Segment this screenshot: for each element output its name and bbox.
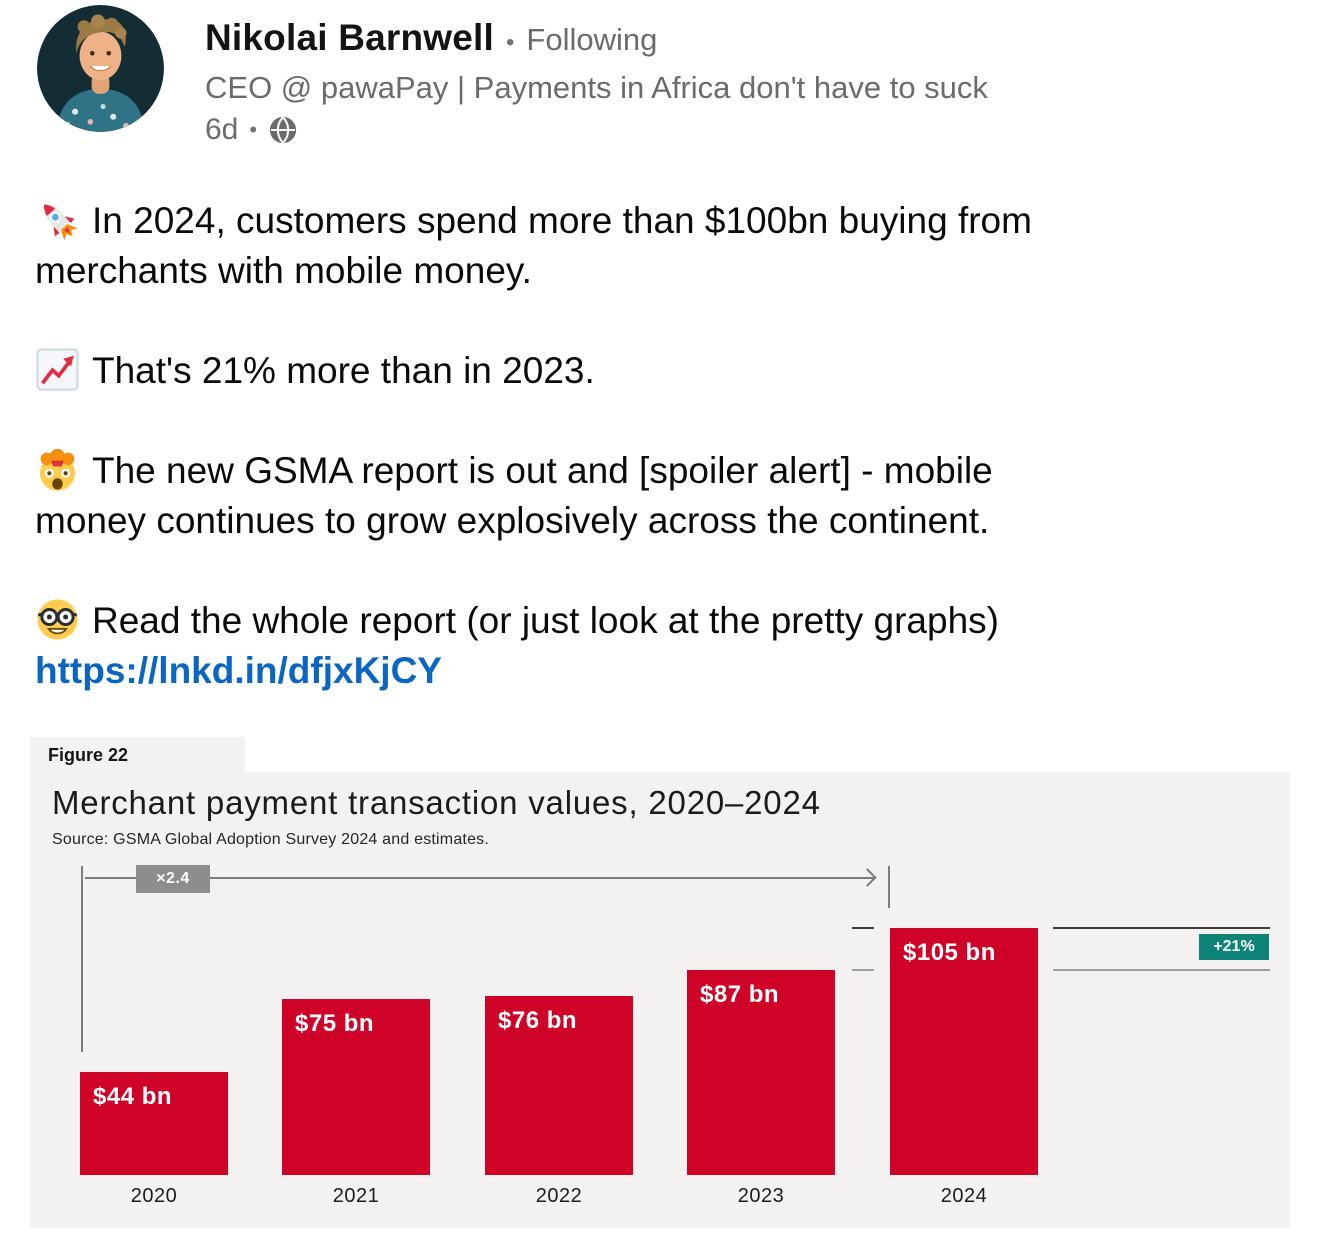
bar-2023: $87 bn — [687, 970, 835, 1175]
figure-panel[interactable]: Merchant payment transaction values, 202… — [30, 772, 1290, 1227]
figure-tab: Figure 22 — [30, 737, 245, 773]
post-paragraph: The new GSMA report is out and [spoiler … — [35, 446, 1275, 546]
post-text: merchants with mobile money. — [35, 250, 532, 291]
arrow-right-icon — [858, 868, 877, 887]
avatar-photo — [37, 5, 164, 132]
post-text: The new GSMA report is out and [spoiler … — [92, 450, 993, 491]
author-headline: CEO @ pawaPay | Payments in Africa don't… — [205, 70, 988, 105]
bar-value-label: $44 bn — [93, 1083, 173, 1110]
bar-2020: $44 bn — [80, 1072, 228, 1175]
post-body: In 2024, customers spend more than $100b… — [35, 196, 1275, 746]
x-axis-label-2023: 2023 — [737, 1185, 785, 1207]
post-text: That's 21% more than in 2023. — [92, 350, 595, 391]
growth-badge: +21% — [1199, 934, 1269, 960]
globe-icon — [268, 115, 298, 145]
growth-bracket-left-line — [81, 866, 83, 1052]
following-button[interactable]: Following — [526, 22, 658, 57]
dot-separator: • — [506, 29, 515, 56]
avatar[interactable] — [37, 5, 164, 132]
chart-title: Merchant payment transaction values, 202… — [52, 784, 821, 821]
x-axis-label-2024: 2024 — [940, 1185, 988, 1207]
post-paragraph: That's 21% more than in 2023. — [35, 346, 1275, 396]
bar-2021: $75 bn — [282, 999, 430, 1175]
post-meta: 6d • — [205, 113, 298, 147]
exploding-head-emoji — [35, 447, 80, 492]
x-axis-label-2022: 2022 — [535, 1185, 583, 1207]
nerd-face-emoji — [35, 597, 80, 642]
delta-line-2024-level — [1053, 927, 1270, 929]
growth-bracket-right-tick — [888, 866, 890, 908]
bar-value-label: $87 bn — [700, 981, 780, 1008]
bar-value-label: $75 bn — [295, 1010, 375, 1037]
post-author-row: Nikolai Barnwell • Following — [205, 17, 657, 59]
author-name[interactable]: Nikolai Barnwell — [205, 17, 495, 58]
delta-dash-2023-level — [852, 969, 874, 971]
multiplier-annotation: ×2.4 — [136, 865, 210, 893]
x-axis-label-2020: 2020 — [130, 1185, 178, 1207]
delta-line-2023-level — [1053, 969, 1270, 971]
post-paragraph: In 2024, customers spend more than $100b… — [35, 196, 1275, 296]
dot-separator: • — [249, 117, 258, 142]
bar-2022: $76 bn — [485, 996, 633, 1175]
bar-group: $44 bn $75 bn $76 bn $87 bn $105 bn — [80, 925, 1045, 1175]
post-text: Read the whole report (or just look at t… — [92, 600, 999, 641]
bar-value-label: $105 bn — [903, 939, 996, 966]
post-text: In 2024, customers spend more than $100b… — [92, 200, 1032, 241]
growth-arrow-line — [85, 877, 875, 879]
x-axis-label-2021: 2021 — [332, 1185, 380, 1207]
post-text: money continues to grow explosively acro… — [35, 500, 990, 541]
post-timestamp: 6d — [205, 113, 239, 146]
delta-dash-2024-level — [852, 927, 874, 929]
bar-value-label: $76 bn — [498, 1007, 578, 1034]
bar-2024: $105 bn — [890, 928, 1038, 1175]
post-link[interactable]: https://lnkd.in/dfjxKjCY — [35, 650, 442, 691]
figure-label: Figure 22 — [48, 744, 129, 765]
chart-increasing-emoji — [35, 347, 80, 392]
chart-source: Source: GSMA Global Adoption Survey 2024… — [52, 831, 490, 848]
rocket-emoji — [35, 197, 80, 242]
post-paragraph: Read the whole report (or just look at t… — [35, 596, 1275, 696]
